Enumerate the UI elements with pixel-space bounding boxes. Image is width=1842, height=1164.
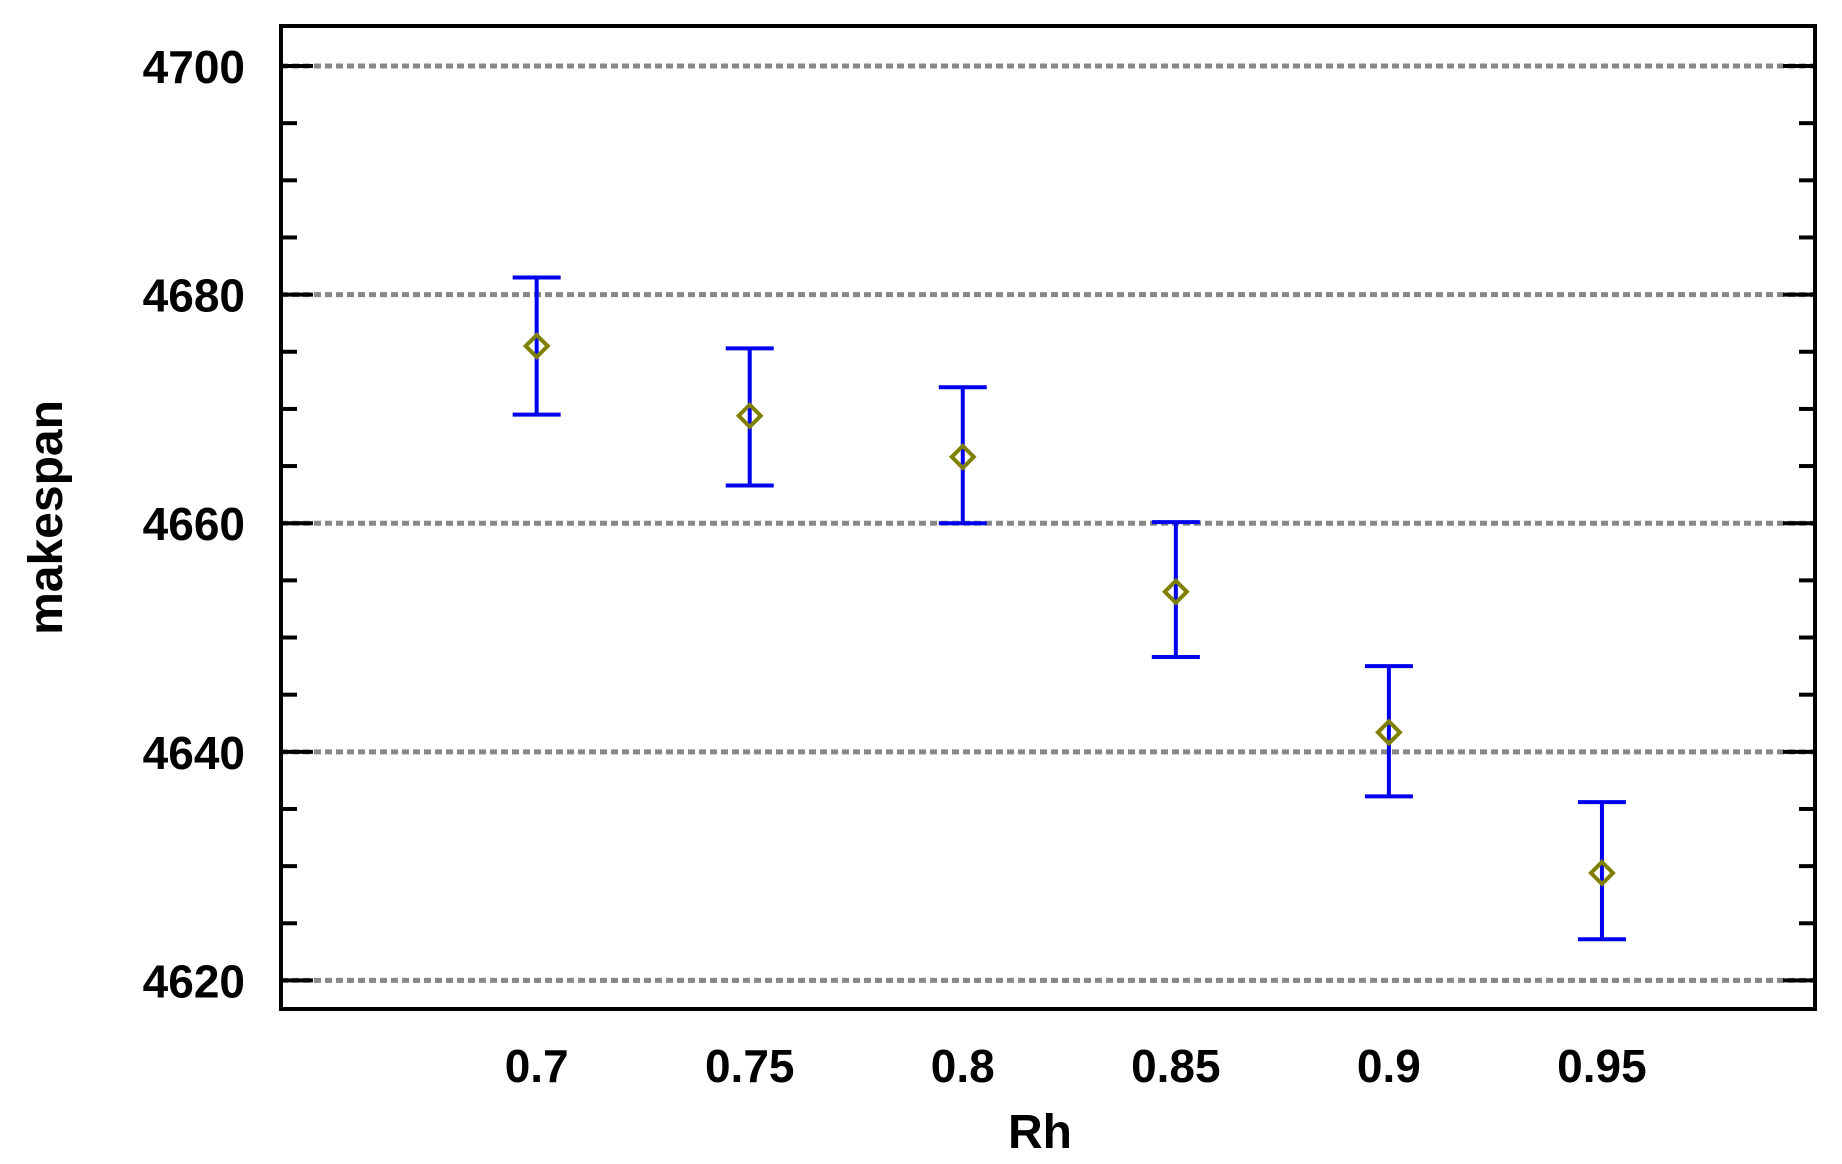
mean-marker-1 (735, 401, 764, 430)
y-tick-label-2: 4660 (143, 498, 245, 550)
y-axis-label: makespan (20, 400, 73, 635)
error-bar-4 (1364, 664, 1413, 799)
plot-frame (279, 24, 1817, 1011)
error-bars (512, 275, 1626, 942)
mean-marker-4 (1375, 718, 1403, 747)
mean-marker-5 (1588, 859, 1616, 887)
error-bar-0 (512, 275, 561, 417)
error-bar-2 (938, 385, 987, 526)
x-tick-label-4: 0.9 (1357, 1040, 1421, 1092)
x-tick-label-0: 0.7 (505, 1040, 569, 1092)
x-tick-label-3: 0.85 (1131, 1040, 1221, 1092)
x-axis-label: Rh (1008, 1106, 1072, 1159)
y-tick-label-3: 4680 (143, 270, 245, 322)
mean-marker-2 (948, 443, 977, 471)
x-tick-label-5: 0.95 (1557, 1040, 1647, 1092)
grid-lines (281, 63, 1815, 983)
error-bar-1 (725, 346, 774, 488)
error-bar-5 (1577, 800, 1626, 942)
mean-marker-3 (1162, 577, 1190, 606)
error-bar-3 (1151, 520, 1200, 659)
y-tick-label-0: 4620 (143, 955, 245, 1007)
x-tick-label-2: 0.8 (931, 1040, 995, 1092)
y-tick-label-4: 4700 (143, 41, 245, 93)
minor-ticks (281, 121, 1815, 926)
mean-marker-0 (522, 332, 551, 360)
mean-markers (522, 332, 1616, 887)
y-tick-labels: 4620 4640 4660 4680 4700 (143, 41, 245, 1007)
y-tick-label-1: 4640 (143, 727, 245, 779)
x-tick-label-1: 0.75 (705, 1040, 795, 1092)
x-tick-labels: 0.7 0.75 0.8 0.85 0.9 0.95 (505, 1040, 1647, 1092)
